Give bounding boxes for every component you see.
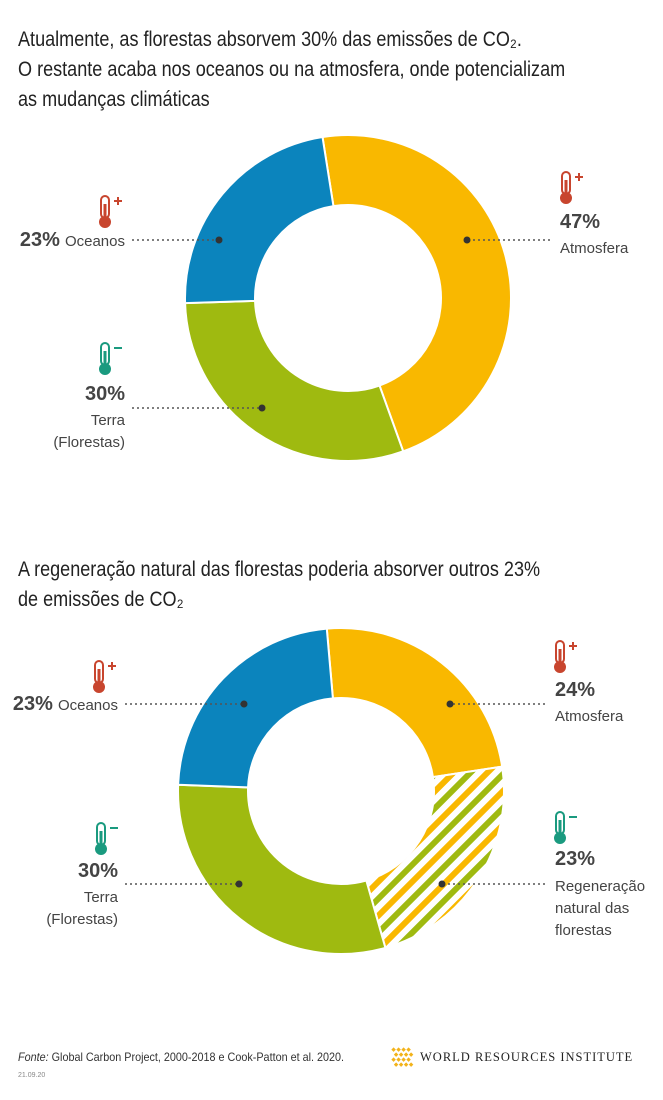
value-label: 30%: [77, 860, 118, 882]
category-label: Oceanos: [64, 233, 125, 250]
logo-dot: [396, 1047, 401, 1052]
data-label: 23% Oceanos: [20, 228, 125, 254]
thermometer-level: [103, 204, 107, 220]
chart-title: Atualmente, as florestas absorvem 30% da…: [18, 28, 522, 51]
value-label: 24%: [555, 679, 596, 701]
chart-title: de emissões de CO₂: [18, 588, 184, 611]
thermometer-bulb: [93, 681, 105, 693]
source-text: Global Carbon Project, 2000-2018 e Cook-…: [51, 1050, 345, 1064]
leader-dot: [235, 880, 243, 888]
thermometer-level: [564, 180, 568, 196]
thermometer-level: [558, 820, 562, 836]
category-label: Terra (Florestas): [53, 412, 125, 451]
thermometer-level: [558, 649, 562, 665]
value-label: 23%: [555, 848, 596, 870]
logo-dot: [403, 1062, 409, 1067]
logo-mark: [391, 1047, 414, 1067]
logo-dot: [391, 1047, 396, 1052]
logo-dot: [398, 1062, 404, 1067]
thermometer-bulb: [560, 192, 572, 204]
thermometer-bulb: [99, 363, 111, 375]
source-label: Fonte:: [18, 1050, 49, 1064]
logo-dot: [403, 1052, 409, 1057]
thermometer-icon: [554, 640, 577, 673]
logo-dot: [393, 1062, 399, 1067]
data-label: 23% Oceanos: [13, 692, 118, 718]
thermometer-bulb: [95, 843, 107, 855]
value-label: 47%: [560, 211, 601, 233]
logo-dot: [401, 1057, 406, 1062]
logo-dot: [396, 1057, 401, 1062]
leader-dot: [463, 236, 471, 244]
logo-dot: [398, 1052, 404, 1057]
value-label: 30%: [84, 383, 125, 405]
thermometer-level: [99, 831, 103, 847]
thermometer-icon: [99, 342, 122, 375]
leader-dot: [240, 700, 248, 708]
category-label: Regeneração natural das florestas: [555, 878, 646, 939]
logo-dot: [406, 1047, 411, 1052]
leader-dot: [446, 700, 454, 708]
donut-slice: [184, 299, 405, 462]
chart-title: O restante acaba nos oceanos ou na atmos…: [18, 58, 566, 81]
date: 21.09.20: [18, 1072, 46, 1079]
donut-slice: [177, 627, 334, 789]
thermometer-icon: [560, 171, 583, 204]
category-label: Oceanos: [57, 697, 118, 714]
donut-slice: [321, 134, 512, 453]
logo-dot: [391, 1057, 396, 1062]
logo-dot: [408, 1062, 414, 1067]
category-label: Atmosfera: [560, 240, 629, 257]
logo-dot: [401, 1047, 406, 1052]
category-label: Terra (Florestas): [46, 889, 118, 928]
thermometer-icon: [95, 822, 118, 855]
leader-dot: [215, 236, 223, 244]
thermometer-level: [97, 669, 101, 685]
value-label: 23%: [12, 693, 53, 715]
thermometer-bulb: [554, 661, 566, 673]
category-label: Atmosfera: [555, 708, 624, 725]
chart-title: A regeneração natural das florestas pode…: [18, 558, 541, 581]
logo-dot: [406, 1057, 411, 1062]
thermometer-level: [103, 351, 107, 367]
thermometer-icon: [554, 811, 577, 844]
chart-title: as mudanças climáticas: [18, 88, 210, 111]
donut-slice: [184, 135, 335, 305]
logo-text: WORLD RESOURCES INSTITUTE: [420, 1050, 634, 1064]
thermometer-icon: [93, 660, 116, 693]
value-label: 23%: [19, 229, 60, 251]
logo-dot: [408, 1052, 414, 1057]
thermometer-icon: [99, 195, 122, 228]
leader-dot: [438, 880, 446, 888]
donut-slice: [365, 765, 505, 950]
thermometer-bulb: [554, 832, 566, 844]
donut-slice: [325, 627, 504, 779]
logo-dot: [393, 1052, 399, 1057]
source: Fonte: Global Carbon Project, 2000-2018 …: [18, 1050, 344, 1064]
donut-slice: [177, 783, 387, 955]
thermometer-bulb: [99, 216, 111, 228]
leader-dot: [258, 404, 266, 412]
